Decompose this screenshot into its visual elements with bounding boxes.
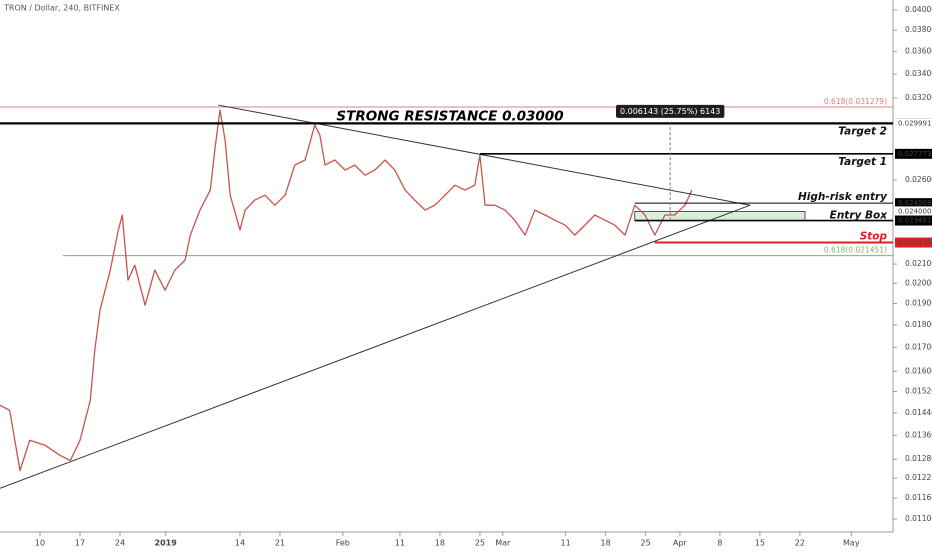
x-tick-label: 14 [235, 539, 245, 548]
price-tag-label: 0.024000 [898, 207, 931, 215]
price-tag-label: 0.029991 [898, 120, 931, 128]
level-label: STRONG RESISTANCE 0.03000 [336, 108, 563, 124]
y-tick-label: 0.016000 [905, 366, 932, 375]
entry-box [634, 211, 806, 221]
x-tick-label: 25 [641, 539, 651, 548]
y-tick-label: 0.011000 [905, 514, 932, 523]
measure-label: 0.006143 (25.75%) 6143 [620, 107, 720, 116]
fib-label: 0.618(0.021451) [824, 246, 887, 255]
price-line [0, 109, 693, 472]
y-tick-label: 0.020000 [905, 278, 932, 287]
y-tick-label: 0.021000 [905, 259, 932, 268]
x-tick-label: 11 [395, 539, 405, 548]
y-tick-label: 0.038000 [905, 25, 932, 34]
trendline [218, 104, 751, 206]
price-tag [895, 198, 932, 209]
y-tick-label: 0.012200 [905, 473, 932, 482]
price-tag-label: 0.022178 [898, 239, 931, 247]
price-tag-label: 0.023451 [898, 217, 931, 225]
x-tick-label: Mar [495, 539, 511, 548]
x-tick-label: 15 [755, 539, 765, 548]
x-tick-label: 24 [115, 539, 125, 548]
x-tick-label: 2019 [155, 539, 178, 548]
y-tick-label: 0.017000 [905, 342, 932, 351]
price-tag-label: 0.027773 [898, 150, 931, 158]
measure-box [615, 104, 725, 118]
price-tag [895, 148, 932, 159]
x-tick-label: May [843, 539, 860, 548]
y-tick-label: 0.011600 [905, 493, 932, 502]
price-tag [895, 215, 932, 226]
y-tick-label: 0.019000 [905, 299, 932, 308]
trendline [0, 204, 751, 489]
y-tick-label: 0.036000 [905, 47, 932, 56]
y-tick-label: 0.013600 [905, 430, 932, 439]
price-tag [895, 237, 932, 248]
x-tick-label: 22 [795, 539, 805, 548]
x-tick-label: 18 [601, 539, 611, 548]
level-label: High-risk entry [798, 191, 888, 203]
y-tick-label: 0.015200 [905, 386, 932, 395]
x-tick-label: 11 [561, 539, 571, 548]
level-label: Entry Box [830, 210, 889, 222]
level-label: Target 2 [838, 126, 887, 138]
x-tick-label: 25 [475, 539, 485, 548]
fib-label: 0.618(0.031279) [824, 97, 887, 106]
x-tick-label: 8 [717, 539, 722, 548]
price-tag [895, 118, 932, 129]
x-tick-label: 21 [275, 539, 285, 548]
x-tick-label: 18 [435, 539, 445, 548]
y-tick-label: 0.026000 [905, 175, 932, 184]
y-tick-label: 0.040000 [905, 5, 932, 14]
level-label: Stop [860, 231, 888, 243]
y-tick-label: 0.014400 [905, 408, 932, 417]
price-tag [895, 206, 932, 217]
chart-title: TRON / Dollar, 240, BITFINEX [3, 4, 120, 13]
y-tick-label: 0.034000 [905, 69, 932, 78]
x-tick-label: 17 [75, 539, 85, 548]
x-tick-label: 10 [35, 539, 45, 548]
x-tick-label: Apr [673, 539, 688, 548]
y-tick-label: 0.018000 [905, 320, 932, 329]
price-tag-label: 0.024508 [898, 199, 931, 207]
level-label: Target 1 [838, 156, 887, 168]
y-tick-label: 0.032000 [905, 93, 932, 102]
y-tick-label: 0.012800 [905, 454, 932, 463]
x-tick-label: Feb [336, 539, 350, 548]
